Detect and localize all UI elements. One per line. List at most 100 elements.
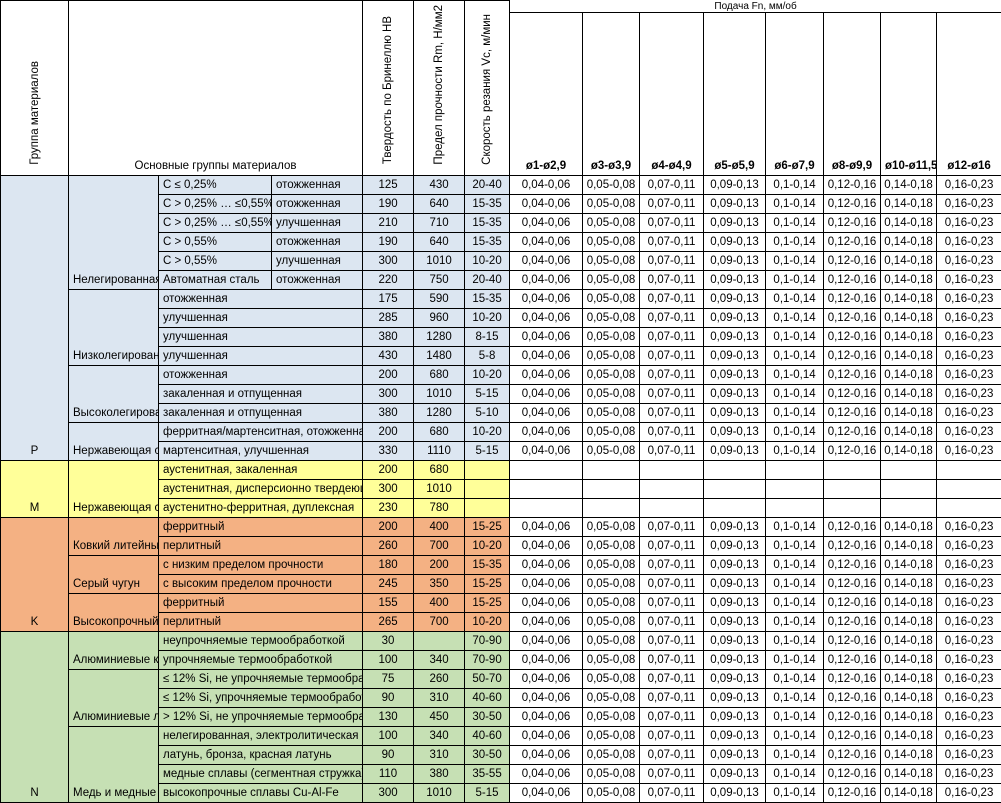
material-condition: с низким пределом прочности bbox=[159, 555, 363, 574]
feed-value: 0,1-0,14 bbox=[766, 384, 824, 403]
strength-rm: 590 bbox=[414, 289, 465, 308]
strength-rm: 680 bbox=[414, 422, 465, 441]
hardness-hb: 300 bbox=[363, 783, 414, 802]
strength-rm: 200 bbox=[414, 555, 465, 574]
feed-value: 0,16-0,23 bbox=[937, 403, 1001, 422]
cutting-speed-vc: 15-35 bbox=[465, 232, 510, 251]
strength-rm: 1110 bbox=[414, 441, 465, 460]
feed-value: 0,14-0,18 bbox=[881, 574, 937, 593]
feed-value: 0,09-0,13 bbox=[704, 726, 766, 745]
feed-value: 0,12-0,16 bbox=[824, 593, 881, 612]
feed-value: 0,09-0,13 bbox=[704, 251, 766, 270]
feed-value: 0,12-0,16 bbox=[824, 441, 881, 460]
feed-value: 0,14-0,18 bbox=[881, 669, 937, 688]
hardness-hb: 90 bbox=[363, 745, 414, 764]
feed-value: 0,12-0,16 bbox=[824, 688, 881, 707]
table-row: Алюминиевые литейные сплавы≤ 12% Si, не … bbox=[1, 669, 1001, 688]
feed-value: 0,16-0,23 bbox=[937, 517, 1001, 536]
strength-rm: 380 bbox=[414, 764, 465, 783]
hardness-hb: 200 bbox=[363, 422, 414, 441]
strength-rm: 1010 bbox=[414, 479, 465, 498]
subgroup-label: Низколегированная сталь bbox=[69, 289, 159, 365]
feed-value: 0,16-0,23 bbox=[937, 650, 1001, 669]
feed-value: 0,16-0,23 bbox=[937, 783, 1001, 802]
hardness-hb: 130 bbox=[363, 707, 414, 726]
feed-value: 0,1-0,14 bbox=[766, 612, 824, 631]
feed-value: 0,05-0,08 bbox=[583, 365, 640, 384]
feed-value: 0,05-0,08 bbox=[583, 232, 640, 251]
feed-value: 0,09-0,13 bbox=[704, 289, 766, 308]
feed-value: 0,07-0,11 bbox=[640, 536, 704, 555]
header-hb: Твердость по Бринеллю НВ bbox=[363, 1, 414, 176]
header-diameter: ø8-ø9,9 bbox=[824, 13, 881, 175]
strength-rm: 400 bbox=[414, 517, 465, 536]
feed-value: 0,14-0,18 bbox=[881, 175, 937, 194]
feed-value: 0,07-0,11 bbox=[640, 574, 704, 593]
cutting-speed-vc: 5-10 bbox=[465, 403, 510, 422]
feed-value: 0,05-0,08 bbox=[583, 289, 640, 308]
feed-value: 0,07-0,11 bbox=[640, 688, 704, 707]
feed-value: 0,07-0,11 bbox=[640, 555, 704, 574]
feed-value: 0,1-0,14 bbox=[766, 555, 824, 574]
feed-value: 0,12-0,16 bbox=[824, 612, 881, 631]
table-row: Высокопрочный чугунферритный15540015-250… bbox=[1, 593, 1001, 612]
material-condition: аустенитная, дисперсионно твердеющая bbox=[159, 479, 363, 498]
feed-value: 0,14-0,18 bbox=[881, 536, 937, 555]
feed-value: 0,05-0,08 bbox=[583, 574, 640, 593]
feed-value: 0,09-0,13 bbox=[704, 213, 766, 232]
feed-value: 0,14-0,18 bbox=[881, 555, 937, 574]
feed-value: 0,12-0,16 bbox=[824, 764, 881, 783]
feed-value: 0,14-0,18 bbox=[881, 270, 937, 289]
feed-value bbox=[640, 498, 704, 517]
feed-value: 0,07-0,11 bbox=[640, 707, 704, 726]
strength-rm: 750 bbox=[414, 270, 465, 289]
feed-value: 0,05-0,08 bbox=[583, 650, 640, 669]
feed-value bbox=[881, 498, 937, 517]
cutting-speed-vc: 20-40 bbox=[465, 270, 510, 289]
feed-value: 0,16-0,23 bbox=[937, 536, 1001, 555]
feed-value: 0,1-0,14 bbox=[766, 631, 824, 650]
subgroup-label: Ковкий литейный чугун bbox=[69, 517, 159, 555]
feed-value: 0,04-0,06 bbox=[510, 650, 583, 669]
hardness-hb: 200 bbox=[363, 460, 414, 479]
header-diameter: ø10-ø11,5 bbox=[881, 13, 937, 175]
feed-value: 0,09-0,13 bbox=[704, 745, 766, 764]
hardness-hb: 380 bbox=[363, 327, 414, 346]
table-row: Нержавеющая стальферритная/мартенситная,… bbox=[1, 422, 1001, 441]
feed-value: 0,09-0,13 bbox=[704, 669, 766, 688]
group-code: K bbox=[1, 517, 69, 631]
feed-value: 0,1-0,14 bbox=[766, 346, 824, 365]
group-code: P bbox=[1, 175, 69, 460]
feed-value bbox=[881, 460, 937, 479]
feed-value: 0,1-0,14 bbox=[766, 365, 824, 384]
feed-value: 0,05-0,08 bbox=[583, 669, 640, 688]
feed-value: 0,05-0,08 bbox=[583, 555, 640, 574]
strength-rm: 260 bbox=[414, 669, 465, 688]
feed-value bbox=[510, 498, 583, 517]
feed-value: 0,1-0,14 bbox=[766, 593, 824, 612]
material-condition: ферритный bbox=[159, 593, 363, 612]
feed-value: 0,16-0,23 bbox=[937, 555, 1001, 574]
feed-value: 0,04-0,06 bbox=[510, 308, 583, 327]
feed-value bbox=[510, 460, 583, 479]
feed-value: 0,12-0,16 bbox=[824, 384, 881, 403]
cutting-speed-vc: 30-50 bbox=[465, 707, 510, 726]
material-treatment: улучшенная bbox=[272, 251, 363, 270]
cutting-speed-vc: 15-35 bbox=[465, 213, 510, 232]
feed-value: 0,04-0,06 bbox=[510, 441, 583, 460]
material-treatment: отожженная bbox=[272, 194, 363, 213]
feed-value: 0,07-0,11 bbox=[640, 270, 704, 289]
cutting-speed-vc: 15-25 bbox=[465, 574, 510, 593]
feed-value: 0,16-0,23 bbox=[937, 384, 1001, 403]
feed-value: 0,05-0,08 bbox=[583, 517, 640, 536]
feed-value: 0,1-0,14 bbox=[766, 688, 824, 707]
feed-value: 0,05-0,08 bbox=[583, 745, 640, 764]
feed-value: 0,05-0,08 bbox=[583, 536, 640, 555]
feed-value: 0,05-0,08 bbox=[583, 612, 640, 631]
feed-value: 0,16-0,23 bbox=[937, 194, 1001, 213]
strength-rm: 1010 bbox=[414, 783, 465, 802]
